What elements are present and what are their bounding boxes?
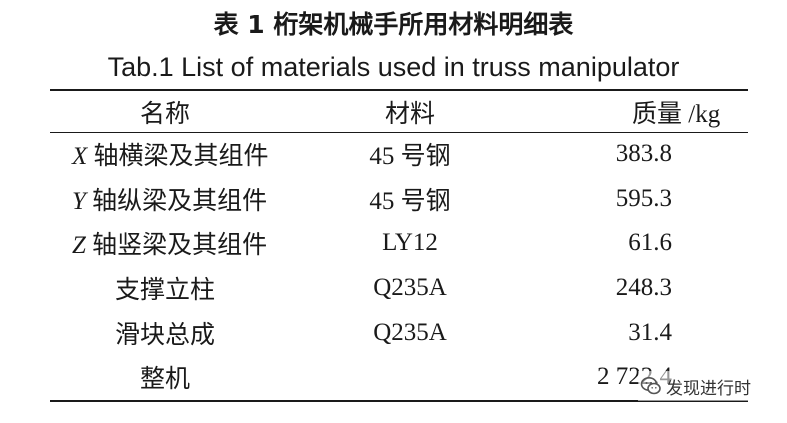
header-name: 名称 bbox=[139, 100, 190, 128]
material-cell: Q235A bbox=[373, 274, 447, 302]
axis-variable: Z bbox=[72, 232, 86, 260]
component-name-cell: 整机 bbox=[139, 366, 190, 394]
component-name: 轴横梁及其组件 bbox=[87, 143, 269, 171]
table-header-row: 名称 材料 质量 /kg bbox=[50, 91, 748, 132]
table-top-rule bbox=[50, 89, 748, 91]
mass-cell: 383.8 bbox=[615, 140, 672, 168]
table-row: 支撑立柱 Q235A 248.3 bbox=[50, 266, 748, 311]
table-row: 滑块总成 Q235A 31.4 bbox=[50, 310, 748, 355]
table-title-english: Tab.1 List of materials used in truss ma… bbox=[107, 52, 680, 82]
component-name-cell: 滑块总成 bbox=[114, 321, 215, 349]
table-bottom-rule bbox=[50, 400, 748, 402]
component-name: 轴纵梁及其组件 bbox=[85, 187, 268, 215]
table-header-rule bbox=[50, 132, 748, 133]
component-name: 轴竖梁及其组件 bbox=[85, 232, 268, 260]
table-row: X 轴横梁及其组件 45 号钢 383.8 bbox=[50, 132, 748, 177]
material-cell: LY12 bbox=[382, 229, 438, 257]
material-cell: Q235A bbox=[373, 318, 447, 346]
mass-cell: 248.3 bbox=[615, 274, 672, 302]
mass-cell: 595.3 bbox=[615, 184, 672, 212]
component-name-cell: Y 轴纵梁及其组件 bbox=[50, 177, 280, 222]
material-cell bbox=[280, 355, 540, 400]
table-title-chinese: 表 1 桁架机械手所用材料明细表 bbox=[213, 10, 574, 39]
mass-cell: 61.6 bbox=[628, 229, 672, 257]
component-name-cell: 支撑立柱 bbox=[114, 277, 215, 305]
material-cell: 45 号钢 bbox=[369, 143, 451, 171]
axis-variable: Y bbox=[72, 187, 86, 215]
material-cell: 45 号钢 bbox=[369, 187, 451, 215]
wechat-logo-icon bbox=[640, 375, 662, 397]
component-name-cell: Z 轴竖梁及其组件 bbox=[50, 221, 280, 266]
mass-cell: 31.4 bbox=[628, 318, 672, 346]
component-name-cell: X 轴横梁及其组件 bbox=[50, 132, 280, 177]
table-row: Z 轴竖梁及其组件 LY12 61.6 bbox=[50, 221, 748, 266]
wechat-watermark: 发现进行时 bbox=[638, 371, 755, 401]
axis-variable: X bbox=[72, 143, 88, 171]
header-material: 材料 bbox=[384, 100, 435, 128]
header-mass: 质量 /kg bbox=[632, 100, 721, 128]
watermark-text: 发现进行时 bbox=[666, 378, 751, 399]
table-row: Y 轴纵梁及其组件 45 号钢 595.3 bbox=[50, 177, 748, 222]
materials-table: 名称 材料 质量 /kg X 轴横梁及其组件 45 号钢 383.8 Y 轴纵梁… bbox=[50, 91, 748, 400]
